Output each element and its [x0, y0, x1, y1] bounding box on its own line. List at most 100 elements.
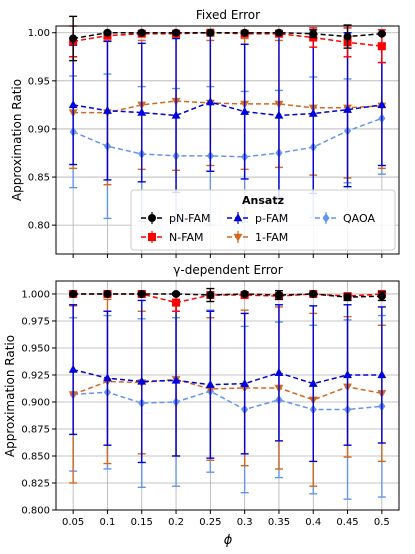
x-axis-label: ϕ — [224, 533, 233, 548]
point-n-fam — [172, 298, 181, 307]
legend-marker-1-fam — [233, 233, 243, 242]
series-pn-fam — [69, 287, 386, 303]
legend-title: Ansatz — [242, 194, 284, 207]
legend-label-pn-fam: pN-FAM — [169, 212, 211, 225]
point-p-fam — [274, 110, 284, 119]
point-pn-fam — [137, 289, 146, 298]
point-p-fam — [240, 106, 250, 115]
y-axis-label-top: Approximation Ratio — [10, 79, 24, 201]
line-n-fam — [73, 293, 382, 304]
point-pn-fam — [206, 28, 215, 37]
point-pn-fam — [206, 291, 215, 300]
x-ticks-bottom: 0.05 0.1 0.15 0.2 0.25 0.3 0.35 0.4 0.45 0.5 — [62, 510, 390, 528]
y-tick-label: 0.975 — [21, 316, 50, 327]
x-tick-label: 0.15 — [131, 517, 153, 528]
legend-entry-1-fam: 1-FAM — [227, 231, 288, 244]
point-p-fam — [68, 100, 78, 109]
y-tick-label: 0.950 — [21, 343, 50, 354]
x-tick-label: 0.45 — [336, 517, 358, 528]
point-pn-fam — [377, 292, 386, 301]
series-p-fam — [68, 299, 387, 464]
series-1-fam — [68, 31, 387, 186]
point-p-fam — [103, 373, 112, 382]
y-tick-label: 0.875 — [21, 424, 50, 435]
y-ticks-top: 0.80 0.85 0.90 0.95 1.00 — [28, 28, 56, 232]
point-pn-fam — [377, 29, 386, 38]
panel-title-fixed-error: Fixed Error — [196, 8, 260, 22]
line-p-fam — [72, 368, 382, 386]
y-tick-label: 1.000 — [21, 289, 50, 300]
series-n-fam — [69, 289, 386, 312]
legend-items: pN-FAM N-FAM p-FAM 1-FAM QAOA — [141, 212, 375, 244]
series-qaoa — [69, 309, 386, 500]
point-p-fam — [308, 108, 318, 117]
x-ticks-top — [72, 254, 383, 258]
y-tick-label: 0.925 — [21, 370, 50, 381]
point-p-fam — [343, 104, 352, 113]
point-p-fam — [137, 376, 147, 385]
panel-fixed-error: Fixed Error 0.80 0.85 0.90 0.95 1.00 Approxi… — [10, 8, 400, 258]
point-pn-fam — [103, 28, 112, 37]
point-pn-fam — [274, 28, 283, 37]
legend: Ansatz pN-FAM N-FAM p-FAM 1-FAM QAOA — [130, 189, 396, 251]
point-pn-fam — [172, 28, 181, 37]
point-p-fam — [343, 370, 352, 379]
legend-label-1-fam: 1-FAM — [255, 231, 288, 244]
plot-frame-bottom — [55, 280, 400, 511]
point-pn-fam — [343, 32, 352, 41]
panel-title-gamma-dependent-error: γ-dependent Error — [173, 263, 282, 277]
series-top — [68, 15, 387, 226]
legend-marker-pn-fam — [148, 214, 156, 222]
legend-marker-qaoa — [322, 213, 330, 223]
x-tick-label: 0.3 — [237, 517, 253, 528]
legend-label-qaoa: QAOA — [343, 212, 375, 225]
legend-entry-qaoa: QAOA — [315, 212, 375, 225]
y-tick-label: 0.90 — [28, 124, 50, 135]
x-tick-label: 0.5 — [374, 517, 390, 528]
point-pn-fam — [137, 28, 146, 37]
point-p-fam — [205, 97, 215, 106]
y-tick-label: 1.00 — [28, 28, 50, 39]
legend-box — [130, 189, 396, 251]
line-1-fam — [72, 378, 382, 401]
point-p-fam — [377, 370, 387, 379]
point-p-fam — [171, 375, 181, 384]
point-pn-fam — [103, 289, 112, 298]
point-p-fam — [68, 364, 78, 373]
y-ticks-bottom: 0.800 0.825 0.850 0.875 0.900 0.925 0.950 0.975… — [21, 289, 56, 517]
series-bottom — [68, 287, 387, 500]
point-pn-fam — [69, 289, 78, 298]
legend-entry-n-fam: N-FAM — [141, 231, 204, 244]
point-pn-fam — [69, 34, 78, 43]
legend-label-p-fam: p-FAM — [255, 212, 288, 225]
series-pn-fam — [69, 15, 386, 62]
series-1-fam — [68, 298, 387, 487]
legend-entry-pn-fam: pN-FAM — [141, 212, 211, 225]
x-tick-label: 0.05 — [62, 517, 84, 528]
series-p-fam — [68, 32, 387, 198]
point-p-fam — [377, 100, 387, 109]
plot-frame-top — [55, 25, 400, 255]
point-pn-fam — [240, 289, 249, 298]
line-p-fam — [73, 101, 382, 117]
line-pn-fam — [73, 293, 382, 298]
legend-entry-p-fam: p-FAM — [227, 212, 288, 225]
legend-label-n-fam: N-FAM — [169, 231, 204, 244]
x-tick-label: 0.25 — [199, 517, 221, 528]
point-pn-fam — [309, 289, 318, 298]
y-tick-label: 0.850 — [21, 451, 50, 462]
point-p-fam — [171, 110, 181, 119]
point-p-fam — [240, 378, 250, 387]
legend-marker-p-fam — [233, 213, 243, 222]
x-tick-label: 0.4 — [305, 517, 321, 528]
panel-gamma-dependent-error: γ-dependent Error 0.8000.8250.8500.8750.… — [3, 263, 400, 528]
line-n-fam — [73, 31, 382, 47]
point-p-fam — [205, 379, 215, 388]
line-qaoa — [72, 117, 383, 158]
point-pn-fam — [343, 293, 352, 302]
point-p-fam — [137, 107, 147, 116]
point-pn-fam — [274, 291, 283, 300]
point-p-fam — [308, 378, 318, 387]
point-pn-fam — [309, 29, 318, 38]
